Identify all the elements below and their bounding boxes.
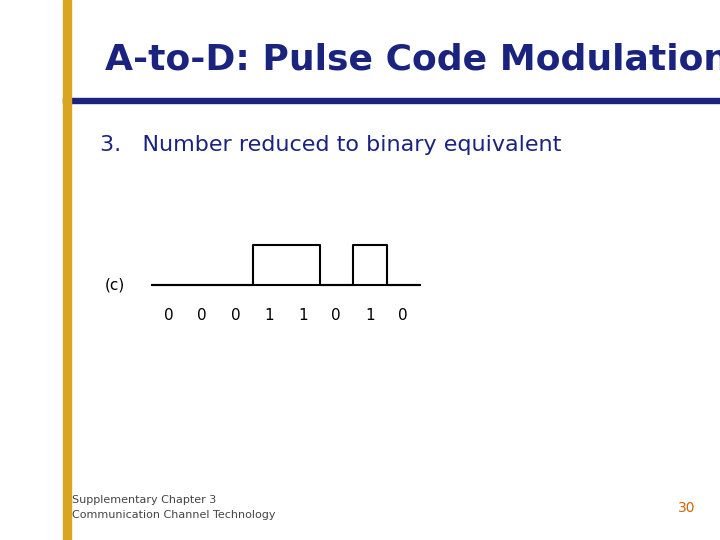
- Text: 0: 0: [231, 307, 240, 322]
- Text: 30: 30: [678, 501, 695, 515]
- Text: A-to-D: Pulse Code Modulation: A-to-D: Pulse Code Modulation: [105, 43, 720, 77]
- Text: 0: 0: [164, 307, 174, 322]
- Text: 1: 1: [365, 307, 374, 322]
- Bar: [63, 0, 71, 540]
- Text: 0: 0: [398, 307, 408, 322]
- Text: Supplementary Chapter 3: Supplementary Chapter 3: [72, 495, 216, 505]
- Text: 1: 1: [264, 307, 274, 322]
- Text: (c): (c): [105, 278, 125, 293]
- Text: 3.   Number reduced to binary equivalent: 3. Number reduced to binary equivalent: [100, 135, 562, 155]
- Text: Communication Channel Technology: Communication Channel Technology: [72, 510, 276, 520]
- Bar: [63, 98, 720, 103]
- Text: 0: 0: [331, 307, 341, 322]
- Text: 1: 1: [298, 307, 307, 322]
- Text: 0: 0: [197, 307, 207, 322]
